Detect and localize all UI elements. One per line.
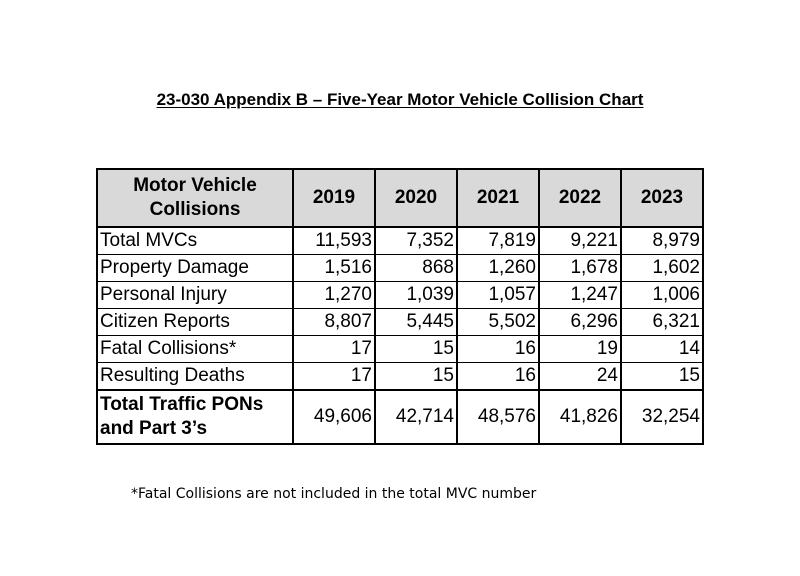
year-header-2019: 2019	[292, 168, 376, 228]
table-cell: 8,807	[292, 308, 376, 336]
year-header-2021: 2021	[456, 168, 540, 228]
table-cell: 32,254	[620, 389, 704, 445]
table-cell: 5,502	[456, 308, 540, 336]
row-label: Total MVCs	[96, 226, 294, 255]
page-title: 23-030 Appendix B – Five-Year Motor Vehi…	[156, 90, 644, 109]
table-cell: 24	[538, 362, 622, 391]
table-cell: 1,247	[538, 281, 622, 309]
table-cell: 1,039	[374, 281, 458, 309]
table-cell: 1,260	[456, 254, 540, 282]
table-cell: 5,445	[374, 308, 458, 336]
row-label: Property Damage	[96, 254, 294, 282]
table-cell: 6,296	[538, 308, 622, 336]
table-cell: 42,714	[374, 389, 458, 445]
table-cell: 6,321	[620, 308, 704, 336]
table-row-total-pons: Total Traffic PONs and Part 3’s 49,606 4…	[96, 389, 704, 445]
table-cell: 1,678	[538, 254, 622, 282]
table-cell: 7,819	[456, 226, 540, 255]
table-cell: 1,057	[456, 281, 540, 309]
table-cell: 17	[292, 335, 376, 363]
table-row-total-mvcs: Total MVCs 11,593 7,352 7,819 9,221 8,97…	[96, 226, 704, 255]
table-cell: 15	[374, 335, 458, 363]
row-label: Personal Injury	[96, 281, 294, 309]
table-cell: 15	[620, 362, 704, 391]
table-cell: 1,516	[292, 254, 376, 282]
table-row-fatal-collisions: Fatal Collisions* 17 15 16 19 14	[96, 335, 704, 363]
table-cell: 7,352	[374, 226, 458, 255]
table-cell: 1,602	[620, 254, 704, 282]
collision-table: Motor Vehicle Collisions 2019 2020 2021 …	[96, 168, 704, 445]
header-label-cell: Motor Vehicle Collisions	[96, 168, 294, 228]
row-label: Fatal Collisions*	[96, 335, 294, 363]
table-row-citizen-reports: Citizen Reports 8,807 5,445 5,502 6,296 …	[96, 308, 704, 336]
table-cell: 15	[374, 362, 458, 391]
table-row-personal-injury: Personal Injury 1,270 1,039 1,057 1,247 …	[96, 281, 704, 309]
year-header-2023: 2023	[620, 168, 704, 228]
table-cell: 19	[538, 335, 622, 363]
row-label: Citizen Reports	[96, 308, 294, 336]
table-cell: 1,270	[292, 281, 376, 309]
row-label: Resulting Deaths	[96, 362, 294, 391]
table-row-resulting-deaths: Resulting Deaths 17 15 16 24 15	[96, 362, 704, 391]
table-cell: 16	[456, 335, 540, 363]
table-header-row: Motor Vehicle Collisions 2019 2020 2021 …	[96, 168, 704, 228]
row-label: Total Traffic PONs and Part 3’s	[96, 389, 294, 445]
table-cell: 48,576	[456, 389, 540, 445]
table-cell: 1,006	[620, 281, 704, 309]
table-cell: 868	[374, 254, 458, 282]
table-cell: 9,221	[538, 226, 622, 255]
year-header-2020: 2020	[374, 168, 458, 228]
table-cell: 8,979	[620, 226, 704, 255]
table-cell: 41,826	[538, 389, 622, 445]
table-cell: 11,593	[292, 226, 376, 255]
footnote: *Fatal Collisions are not included in th…	[131, 486, 537, 502]
table-cell: 16	[456, 362, 540, 391]
table-cell: 14	[620, 335, 704, 363]
year-header-2022: 2022	[538, 168, 622, 228]
table-row-property-damage: Property Damage 1,516 868 1,260 1,678 1,…	[96, 254, 704, 282]
table-cell: 17	[292, 362, 376, 391]
table-cell: 49,606	[292, 389, 376, 445]
